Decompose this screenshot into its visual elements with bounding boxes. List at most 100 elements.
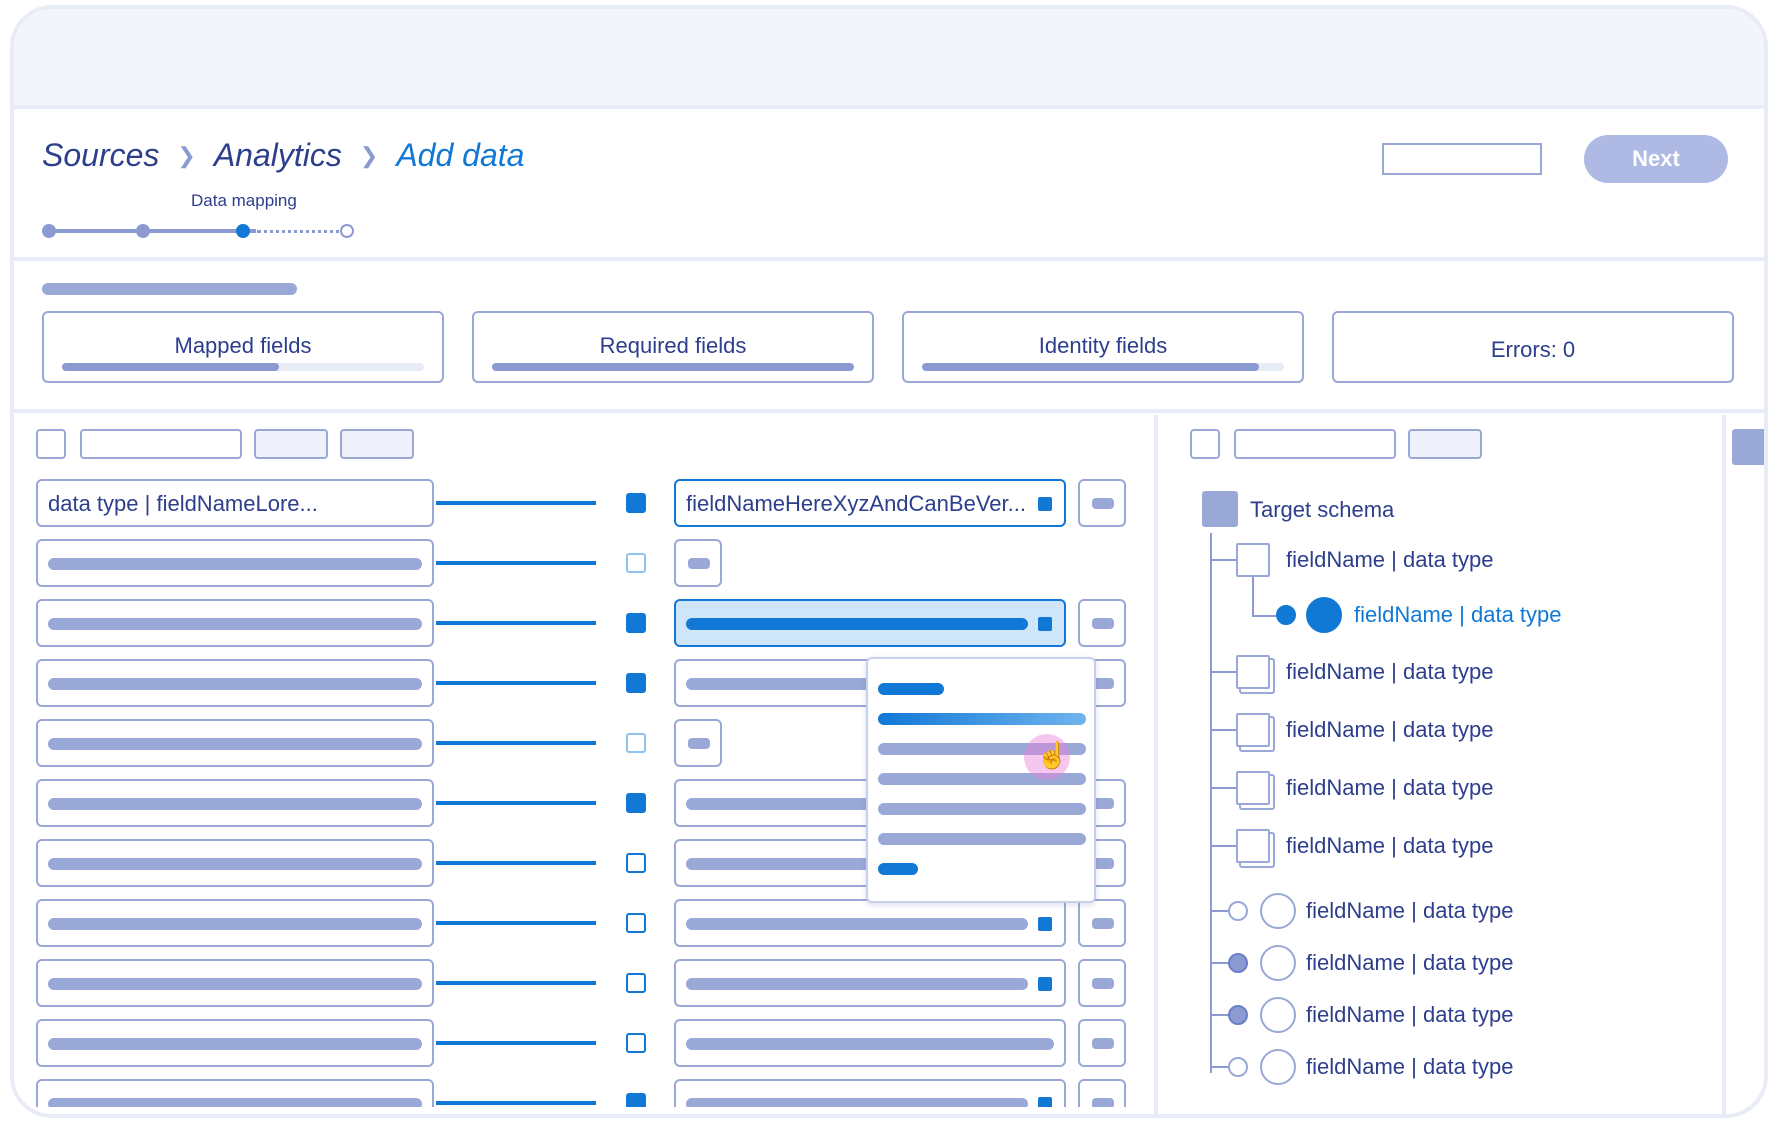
- target-field[interactable]: fieldNameHereXyzAndCanBeVer...: [674, 479, 1066, 527]
- row-checkbox[interactable]: [626, 553, 646, 573]
- next-button[interactable]: Next: [1584, 135, 1728, 183]
- source-field[interactable]: [36, 959, 434, 1007]
- source-field[interactable]: [36, 779, 434, 827]
- step-dot-2[interactable]: [136, 224, 150, 238]
- radio-icon[interactable]: [1228, 953, 1248, 973]
- tree-line: [1210, 533, 1212, 1073]
- action-icon: [1092, 1038, 1114, 1049]
- schema-filter-button[interactable]: [1408, 429, 1482, 459]
- row-checkbox[interactable]: [626, 613, 646, 633]
- action-icon: [1092, 678, 1114, 689]
- progress-remaining-line: [257, 230, 347, 233]
- filter-button[interactable]: [254, 429, 328, 459]
- step-dot-4[interactable]: [340, 224, 354, 238]
- panel-divider: [1154, 415, 1158, 1114]
- target-field[interactable]: [674, 899, 1066, 947]
- row-checkbox[interactable]: [626, 853, 646, 873]
- step-label: Data mapping: [191, 191, 297, 210]
- field-label: fieldName | data type: [1286, 833, 1494, 858]
- mapping-row: [14, 1079, 1144, 1107]
- step-dot-3[interactable]: [236, 224, 250, 238]
- mapping-connector: [436, 801, 596, 805]
- schema-search-input[interactable]: [1234, 429, 1396, 459]
- text-placeholder: [48, 618, 422, 630]
- target-status-icon: [1038, 617, 1052, 631]
- select-all-checkbox[interactable]: [36, 429, 66, 459]
- field-icon: [1260, 997, 1296, 1033]
- errors-card[interactable]: Errors: 0: [1332, 311, 1734, 383]
- mapping-connector: [436, 681, 596, 685]
- target-dropdown-menu: [866, 657, 1096, 903]
- row-action-button[interactable]: [1078, 899, 1126, 947]
- field-icon: [1306, 597, 1342, 633]
- source-field[interactable]: [36, 539, 434, 587]
- header-input[interactable]: [1382, 143, 1542, 175]
- row-action-button[interactable]: [1078, 959, 1126, 1007]
- add-target-button[interactable]: [674, 539, 722, 587]
- tree-branch: [1210, 1066, 1230, 1068]
- source-field[interactable]: [36, 899, 434, 947]
- source-field[interactable]: [36, 1019, 434, 1067]
- row-checkbox[interactable]: [626, 973, 646, 993]
- scrollbar-thumb[interactable]: [1732, 429, 1764, 465]
- menu-item[interactable]: [878, 743, 1086, 755]
- breadcrumb-analytics[interactable]: Analytics: [213, 137, 342, 173]
- text-placeholder: [686, 1038, 1054, 1050]
- radio-icon[interactable]: [1228, 1005, 1248, 1025]
- tree-branch: [1210, 787, 1244, 789]
- row-checkbox[interactable]: [626, 1033, 646, 1053]
- text-placeholder: [48, 798, 422, 810]
- menu-item[interactable]: [878, 713, 1086, 725]
- mapping-row: [14, 599, 1144, 651]
- text-placeholder: [686, 918, 1028, 930]
- schema-select-checkbox[interactable]: [1190, 429, 1220, 459]
- row-checkbox[interactable]: [626, 493, 646, 513]
- text-placeholder: [48, 918, 422, 930]
- field-icon: [1260, 1049, 1296, 1085]
- row-checkbox[interactable]: [626, 673, 646, 693]
- radio-icon[interactable]: [1228, 901, 1248, 921]
- text-placeholder: [48, 1098, 422, 1107]
- row-checkbox[interactable]: [626, 913, 646, 933]
- source-field[interactable]: [36, 839, 434, 887]
- target-field[interactable]: [674, 1079, 1066, 1107]
- action-icon: [1092, 918, 1114, 929]
- radio-icon[interactable]: [1228, 1057, 1248, 1077]
- menu-item[interactable]: [878, 773, 1086, 785]
- source-field[interactable]: [36, 719, 434, 767]
- target-field[interactable]: [674, 1019, 1066, 1067]
- source-field[interactable]: [36, 659, 434, 707]
- identity-fields-card[interactable]: Identity fields: [902, 311, 1304, 383]
- source-search-input[interactable]: [80, 429, 242, 459]
- required-fields-card[interactable]: Required fields: [472, 311, 874, 383]
- row-checkbox[interactable]: [626, 1093, 646, 1107]
- target-field[interactable]: [674, 959, 1066, 1007]
- row-action-button[interactable]: [1078, 1079, 1126, 1107]
- hand-cursor-icon: ☝: [1024, 734, 1070, 780]
- mapped-fields-label: Mapped fields: [174, 333, 312, 358]
- sort-button[interactable]: [340, 429, 414, 459]
- row-action-button[interactable]: [1078, 1019, 1126, 1067]
- mapped-fields-card[interactable]: Mapped fields: [42, 311, 444, 383]
- menu-item[interactable]: [878, 833, 1086, 845]
- menu-item[interactable]: [878, 803, 1086, 815]
- source-field[interactable]: [36, 599, 434, 647]
- row-action-button[interactable]: [1078, 479, 1126, 527]
- target-field[interactable]: [674, 599, 1066, 647]
- row-action-button[interactable]: [1078, 599, 1126, 647]
- tree-line: [1252, 577, 1254, 617]
- text-placeholder: [48, 1038, 422, 1050]
- add-target-button[interactable]: [674, 719, 722, 767]
- row-checkbox[interactable]: [626, 793, 646, 813]
- row-checkbox[interactable]: [626, 733, 646, 753]
- mapped-fields-track: [62, 363, 424, 371]
- step-dot-1[interactable]: [42, 224, 56, 238]
- menu-item[interactable]: [878, 863, 918, 875]
- source-field[interactable]: data type | fieldNameLore...: [36, 479, 434, 527]
- source-field[interactable]: [36, 1079, 434, 1107]
- target-schema-title: Target schema: [1250, 497, 1395, 522]
- menu-item[interactable]: [878, 683, 944, 695]
- breadcrumb-sources[interactable]: Sources: [42, 137, 160, 173]
- tree-branch: [1210, 910, 1230, 912]
- tree-branch: [1210, 1014, 1230, 1016]
